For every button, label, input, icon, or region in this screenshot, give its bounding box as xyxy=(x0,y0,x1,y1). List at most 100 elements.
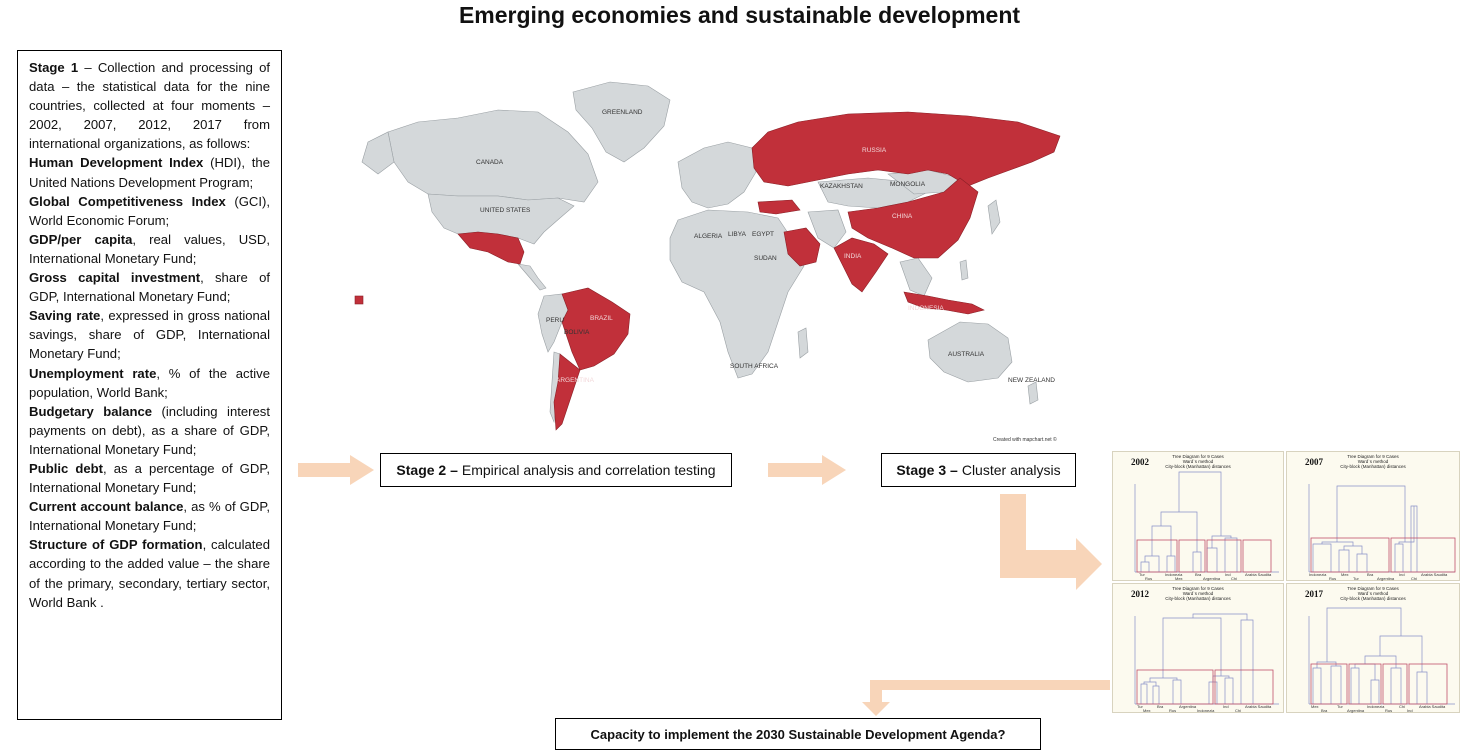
legend-square xyxy=(354,295,364,305)
stage1-intro: Stage 1 – Collection and processing of d… xyxy=(29,58,270,153)
svg-text:Indonezia: Indonezia xyxy=(1165,572,1183,577)
arrow-stage1-to-stage2 xyxy=(298,455,374,485)
svg-text:Bra: Bra xyxy=(1195,572,1202,577)
label-brazil: BRAZIL xyxy=(590,315,613,322)
svg-text:Argentina: Argentina xyxy=(1347,708,1365,713)
iran-region-shape xyxy=(807,209,847,249)
dendrogram-plot: Indonezia Mex Bra Ind Arabia Saudita Rus… xyxy=(1308,484,1456,581)
svg-text:Arabia Saudita: Arabia Saudita xyxy=(1419,704,1446,709)
item-text: , expressed in gross national savings, s… xyxy=(29,308,270,362)
arrow-stage3-to-dendrograms xyxy=(1000,494,1102,590)
svg-text:Rus: Rus xyxy=(1329,576,1336,581)
item-text: , calculated according to the added valu… xyxy=(29,537,270,610)
label-sudan: SUDAN xyxy=(754,255,777,262)
stage2-text: Empirical analysis and correlation testi… xyxy=(461,462,716,478)
svg-text:Bra: Bra xyxy=(1367,572,1374,577)
item-text: , share of GDP, International Monetary F… xyxy=(29,270,270,305)
map-credit: Created with mapchart.net © xyxy=(993,437,1057,443)
svg-text:Ind: Ind xyxy=(1399,572,1405,577)
stage1-label: Stage 1 xyxy=(29,60,79,75)
svg-text:Argentina: Argentina xyxy=(1179,704,1197,709)
svg-text:Chi: Chi xyxy=(1235,708,1241,713)
europe-shape xyxy=(677,141,757,209)
svg-text:Arabia Saudita: Arabia Saudita xyxy=(1421,572,1448,577)
svg-text:Mex: Mex xyxy=(1311,704,1319,709)
item-title: Public debt xyxy=(29,460,104,476)
label-kazakhstan: KAZAKHSTAN xyxy=(820,183,863,190)
dendrogram-subtitle: Tree Diagram for 9 Cases Ward`s method Cit… xyxy=(1340,454,1406,469)
dendrogram-plot: Tur Bra Argentina Ind Arabia Saudita Mex… xyxy=(1134,613,1279,713)
russia-shape xyxy=(751,111,1061,187)
svg-text:Indonezia: Indonezia xyxy=(1367,704,1385,709)
svg-text:Rus: Rus xyxy=(1385,708,1392,713)
indonesia-shape xyxy=(903,291,985,315)
item-text: (HDI), the United Nations Development Pr… xyxy=(29,155,270,190)
usa-shape xyxy=(427,193,575,245)
svg-text:Tur: Tur xyxy=(1337,704,1344,709)
stage3-text: Cluster analysis xyxy=(961,462,1061,478)
stage2-box: Stage 2 – Empirical analysis and correlat… xyxy=(380,453,732,487)
label-usa: UNITED STATES xyxy=(480,207,531,214)
stage1-item: Unemployment rate, % of the active popul… xyxy=(29,364,270,402)
svg-text:Bra: Bra xyxy=(1157,704,1164,709)
stage1-item: Public debt, as a percentage of GDP, Int… xyxy=(29,459,270,497)
highlighted-countries xyxy=(354,111,1061,431)
item-title: Global Competitiveness Index xyxy=(29,193,226,209)
label-mongolia: MONGOLIA xyxy=(890,181,926,188)
brazil-shape xyxy=(561,287,631,371)
label-russia: RUSSIA xyxy=(862,147,887,154)
label-algeria: ALGERIA xyxy=(694,233,723,240)
svg-text:Chi: Chi xyxy=(1231,576,1237,581)
item-title: GDP/per capita xyxy=(29,231,133,247)
dendrogram-year: 2007 xyxy=(1305,457,1323,467)
item-text: , as % of GDP, International Monetary Fu… xyxy=(29,499,271,534)
dendrogram-subtitle: Tree Diagram for 9 Cases Ward`s method Cit… xyxy=(1340,586,1406,601)
turkey-shape xyxy=(757,199,801,215)
item-text: (GCI), World Economic Forum; xyxy=(29,193,270,228)
svg-text:Mex: Mex xyxy=(1143,708,1151,713)
dendrogram-2012: 2012 Tree Diagram for 9 Cases Ward`s meth… xyxy=(1112,583,1284,713)
dendrogram-year: 2017 xyxy=(1305,589,1323,599)
item-text: , % of the active population, World Bank… xyxy=(29,365,270,400)
dendrogram-year: 2012 xyxy=(1131,589,1149,599)
dendrogram-year: 2002 xyxy=(1131,457,1149,467)
svg-text:Chi: Chi xyxy=(1411,576,1417,581)
svg-text:Arabia Saudita: Arabia Saudita xyxy=(1245,704,1272,709)
label-new-zealand: NEW ZEALAND xyxy=(1008,377,1055,384)
label-south-africa: SOUTH AFRICA xyxy=(730,363,779,370)
label-peru: PERU xyxy=(546,317,564,324)
dendrogram-subtitle: Tree Diagram for 9 Cases Ward`s method Cit… xyxy=(1165,454,1231,469)
label-china: CHINA xyxy=(892,213,913,220)
label-greenland: GREENLAND xyxy=(602,109,643,116)
svg-text:Mex: Mex xyxy=(1341,572,1349,577)
item-title: Unemployment rate xyxy=(29,365,157,381)
china-shape xyxy=(847,177,979,259)
svg-text:Arabia Saudita: Arabia Saudita xyxy=(1245,572,1272,577)
japan-shape xyxy=(987,199,1001,235)
world-map: GREENLAND CANADA UNITED STATES RUSSIA KA… xyxy=(354,81,1061,431)
map-labels: GREENLAND CANADA UNITED STATES RUSSIA KA… xyxy=(476,109,1055,384)
philippines-shape xyxy=(959,259,969,281)
land-countries xyxy=(361,81,1039,424)
label-bolivia: BOLIVIA xyxy=(564,329,590,336)
alaska-shape xyxy=(361,131,395,175)
stage3-box: Stage 3 – Cluster analysis xyxy=(881,453,1076,487)
svg-text:Ind: Ind xyxy=(1223,704,1229,709)
greenland-shape xyxy=(572,81,671,163)
label-egypt: EGYPT xyxy=(752,231,774,238)
svg-text:Rus: Rus xyxy=(1169,708,1176,713)
final-question-text: Capacity to implement the 2030 Sustainab… xyxy=(590,726,1006,742)
svg-text:Tur: Tur xyxy=(1139,572,1146,577)
central-america-shape xyxy=(517,263,547,291)
item-title: Budgetary balance xyxy=(29,403,153,419)
label-argentina: ARGENTINA xyxy=(556,377,595,384)
svg-text:Indonezia: Indonezia xyxy=(1197,708,1215,713)
svg-text:Rus: Rus xyxy=(1145,576,1152,581)
saudi-arabia-shape xyxy=(783,227,821,267)
label-libya: LIBYA xyxy=(728,231,747,238)
canada-shape xyxy=(387,109,599,203)
argentina-shape xyxy=(553,353,581,431)
se-asia-shape xyxy=(899,257,933,297)
stage1-item: Human Development Index (HDI), the Unite… xyxy=(29,153,270,191)
svg-text:Bra: Bra xyxy=(1321,708,1328,713)
